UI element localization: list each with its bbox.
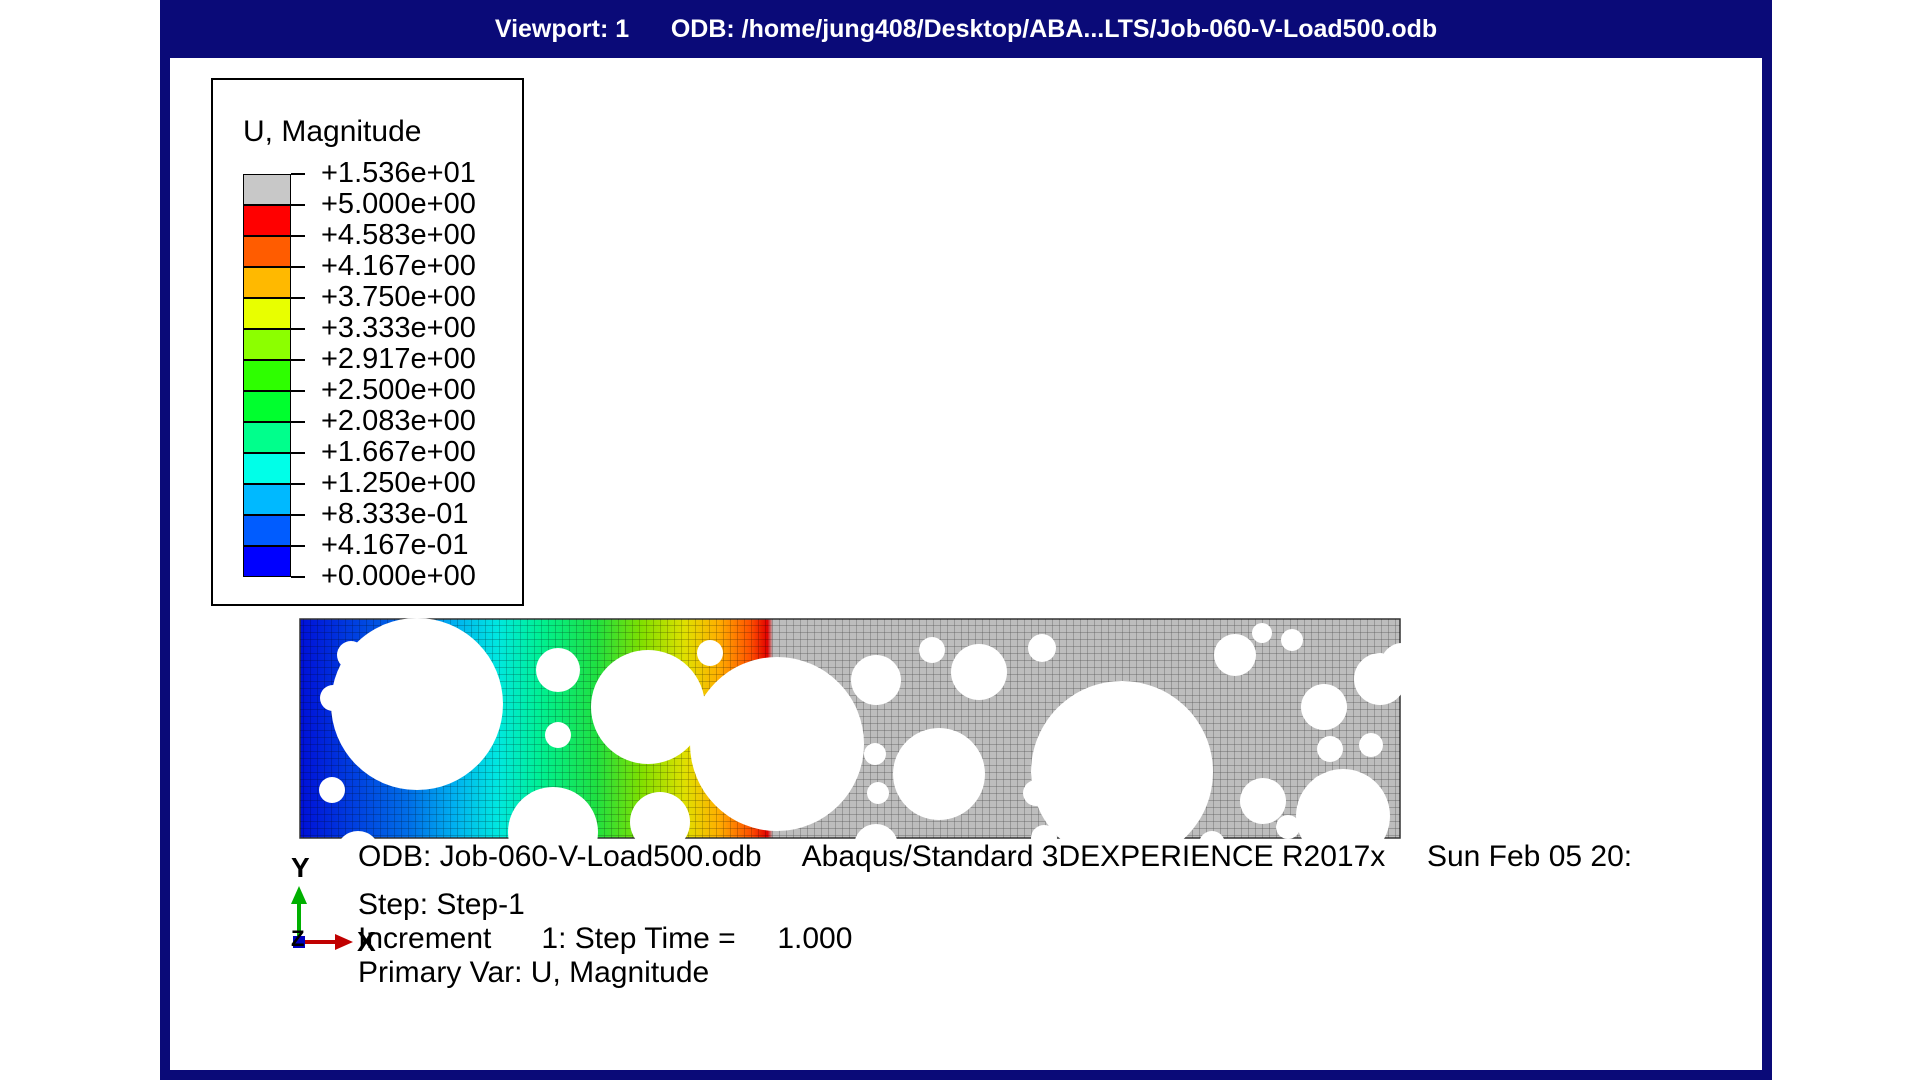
legend-swatch-11	[243, 484, 291, 515]
legend-tick	[291, 297, 305, 299]
legend-swatch-13	[243, 546, 291, 577]
legend-tick	[291, 173, 305, 175]
legend-label: +0.000e+00	[321, 560, 476, 592]
legend-swatch-6	[243, 329, 291, 360]
legend-swatch-12	[243, 515, 291, 546]
legend-label: +4.583e+00	[321, 219, 476, 251]
y-axis-label: Y	[291, 852, 310, 883]
viewport-title: Viewport: 1 ODB: /home/jung408/Desktop/A…	[494, 15, 1438, 43]
legend-tick	[291, 483, 305, 485]
legend-swatch-3	[243, 236, 291, 267]
legend-tick	[291, 452, 305, 454]
legend-swatch-5	[243, 298, 291, 329]
legend-swatch-8	[243, 391, 291, 422]
viewport-canvas[interactable]: U, Magnitude	[170, 58, 1762, 1070]
legend-tick	[291, 576, 305, 578]
legend-tick	[291, 421, 305, 423]
triad-arrows	[291, 886, 353, 950]
legend-label: +2.917e+00	[321, 343, 476, 375]
legend-tick	[291, 359, 305, 361]
x-arrowhead	[335, 934, 353, 950]
legend-label: +5.000e+00	[321, 188, 476, 220]
coordinate-triad: Y X Z	[285, 852, 395, 970]
legend-label: +3.333e+00	[321, 312, 476, 344]
legend-swatch-1	[243, 174, 291, 205]
legend-tick	[291, 390, 305, 392]
step-info-line: Step: Step-1	[358, 888, 525, 921]
contour-legend: U, Magnitude	[211, 78, 524, 606]
legend-label: +2.083e+00	[321, 405, 476, 437]
y-arrowhead	[291, 886, 307, 904]
legend-swatch-2	[243, 205, 291, 236]
contour-plot-model[interactable]	[170, 58, 1762, 1070]
z-axis-marker	[293, 936, 305, 948]
viewport-frame[interactable]: Viewport: 1 ODB: /home/jung408/Desktop/A…	[160, 0, 1772, 1080]
legend-label: +1.250e+00	[321, 467, 476, 499]
legend-label: +4.167e+00	[321, 250, 476, 282]
legend-swatch-4	[243, 267, 291, 298]
legend-swatch-7	[243, 360, 291, 391]
legend-label: +1.536e+01	[321, 157, 476, 189]
legend-swatch-10	[243, 453, 291, 484]
increment-info-line: Increment 1: Step Time = 1.000	[358, 922, 853, 955]
legend-tick	[291, 204, 305, 206]
legend-label: +8.333e-01	[321, 498, 469, 530]
legend-swatch-9	[243, 422, 291, 453]
legend-title: U, Magnitude	[243, 115, 422, 148]
legend-tick	[291, 545, 305, 547]
legend-tick	[291, 266, 305, 268]
legend-label: +4.167e-01	[321, 529, 469, 561]
x-axis-label: X	[357, 926, 376, 957]
odb-info-line: ODB: Job-060-V-Load500.odb Abaqus/Standa…	[358, 840, 1633, 873]
legend-label: +2.500e+00	[321, 374, 476, 406]
legend-tick	[291, 235, 305, 237]
legend-label: +3.750e+00	[321, 281, 476, 313]
legend-tick	[291, 328, 305, 330]
legend-tick	[291, 514, 305, 516]
z-axis-label: Z	[291, 926, 305, 951]
mesh-domain	[299, 618, 1401, 839]
legend-label: +1.667e+00	[321, 436, 476, 468]
primary-var-info-line: Primary Var: U, Magnitude	[358, 956, 710, 989]
